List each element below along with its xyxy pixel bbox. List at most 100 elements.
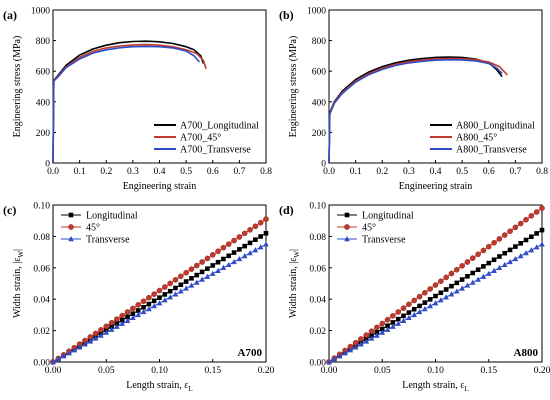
y-tick-label: 1000 — [31, 7, 50, 17]
data-point — [406, 301, 412, 308]
y-axis-title-subscript: W — [293, 251, 301, 258]
data-point — [193, 262, 200, 269]
legend-marker — [68, 236, 74, 242]
x-axis-title-main: Length strain, ε — [126, 380, 188, 391]
data-point — [358, 336, 364, 342]
data-point — [146, 301, 152, 307]
data-point — [443, 287, 449, 292]
legend-entry: 45° — [362, 223, 376, 234]
legend-entry: A800_Transverse — [456, 145, 527, 156]
data-point — [390, 313, 396, 319]
data-point — [210, 263, 216, 268]
data-point — [517, 253, 524, 259]
data-point — [252, 223, 259, 230]
data-point — [539, 241, 545, 247]
data-point — [167, 288, 173, 294]
data-point — [241, 253, 248, 259]
y-axis-title-main: Width strain, |ε — [12, 258, 23, 319]
x-tick-label: 0.8 — [536, 167, 548, 177]
data-point — [98, 327, 104, 333]
data-point — [130, 311, 136, 317]
data-point — [55, 356, 62, 362]
legend-entry: A800_45° — [456, 133, 497, 144]
y-tick-label: 0.06 — [33, 264, 50, 274]
data-point — [92, 335, 99, 341]
data-point — [523, 250, 529, 256]
plot-frame — [52, 9, 267, 164]
data-point — [385, 323, 390, 329]
x-tick-label: 0.4 — [430, 167, 442, 177]
y-axis-title-main: Engineering stress (MPa) — [12, 36, 23, 138]
y-tick-label: 200 — [36, 129, 51, 139]
plot-frame — [328, 9, 543, 164]
data-point — [491, 257, 497, 263]
data-point — [480, 273, 487, 279]
data-point — [140, 298, 147, 305]
data-point — [220, 264, 227, 270]
data-point — [124, 309, 131, 315]
data-point — [221, 256, 226, 262]
data-point — [401, 313, 406, 319]
data-point — [209, 252, 216, 258]
data-point — [496, 264, 503, 270]
x-tick-label: 0.20 — [534, 366, 550, 376]
data-point — [151, 291, 157, 297]
data-point — [480, 247, 487, 254]
data-point — [406, 310, 412, 315]
y-axis-title-end: | — [288, 249, 299, 251]
data-point — [432, 282, 439, 288]
data-point — [135, 308, 141, 313]
data-point — [193, 279, 200, 285]
x-tick-label: 0.0 — [323, 167, 335, 177]
x-axis-title-main: Engineering strain — [123, 181, 197, 192]
data-point — [507, 228, 513, 235]
data-point — [481, 264, 486, 269]
data-point — [507, 258, 513, 265]
data-point — [507, 247, 513, 253]
x-tick-label: 0.05 — [98, 366, 115, 376]
data-point — [119, 320, 126, 326]
data-point — [352, 344, 359, 350]
x-tick-label: 0.3 — [403, 167, 415, 177]
data-point — [438, 278, 444, 285]
data-point — [336, 353, 343, 359]
legend-entry: A800_Longitudinal — [456, 121, 535, 132]
data-point — [422, 289, 428, 296]
data-point — [188, 282, 195, 288]
data-point — [130, 305, 136, 312]
data-point — [87, 338, 94, 344]
series-line-3 — [328, 58, 503, 164]
data-point — [252, 247, 259, 253]
data-point — [194, 272, 200, 278]
data-point — [395, 309, 402, 315]
x-tick-label: 0.00 — [321, 366, 338, 376]
data-point — [231, 250, 237, 255]
legend-entry: Longitudinal — [362, 211, 414, 222]
data-point — [156, 287, 163, 294]
data-point — [534, 231, 539, 236]
data-point — [363, 338, 370, 344]
y-tick-label: 0.02 — [309, 327, 326, 337]
panel-label: (d) — [279, 203, 294, 217]
data-point — [189, 276, 194, 281]
data-point — [263, 241, 269, 247]
x-tick-label: 0.00 — [45, 366, 62, 376]
data-point — [368, 328, 375, 335]
y-tick-label: 0.02 — [33, 327, 50, 337]
data-point — [157, 295, 162, 300]
data-point — [236, 234, 243, 240]
data-point — [135, 311, 141, 318]
data-point — [416, 308, 423, 315]
data-point — [517, 220, 524, 227]
data-point — [183, 279, 189, 284]
data-point — [241, 230, 248, 237]
data-point — [448, 270, 455, 277]
data-point — [384, 316, 391, 323]
data-point — [263, 230, 269, 236]
data-point — [231, 258, 237, 265]
x-tick-label: 0.6 — [207, 167, 219, 177]
data-point — [236, 255, 243, 262]
x-tick-label: 0.20 — [258, 366, 275, 376]
data-point — [215, 259, 221, 265]
y-tick-label: 0.10 — [33, 202, 50, 212]
